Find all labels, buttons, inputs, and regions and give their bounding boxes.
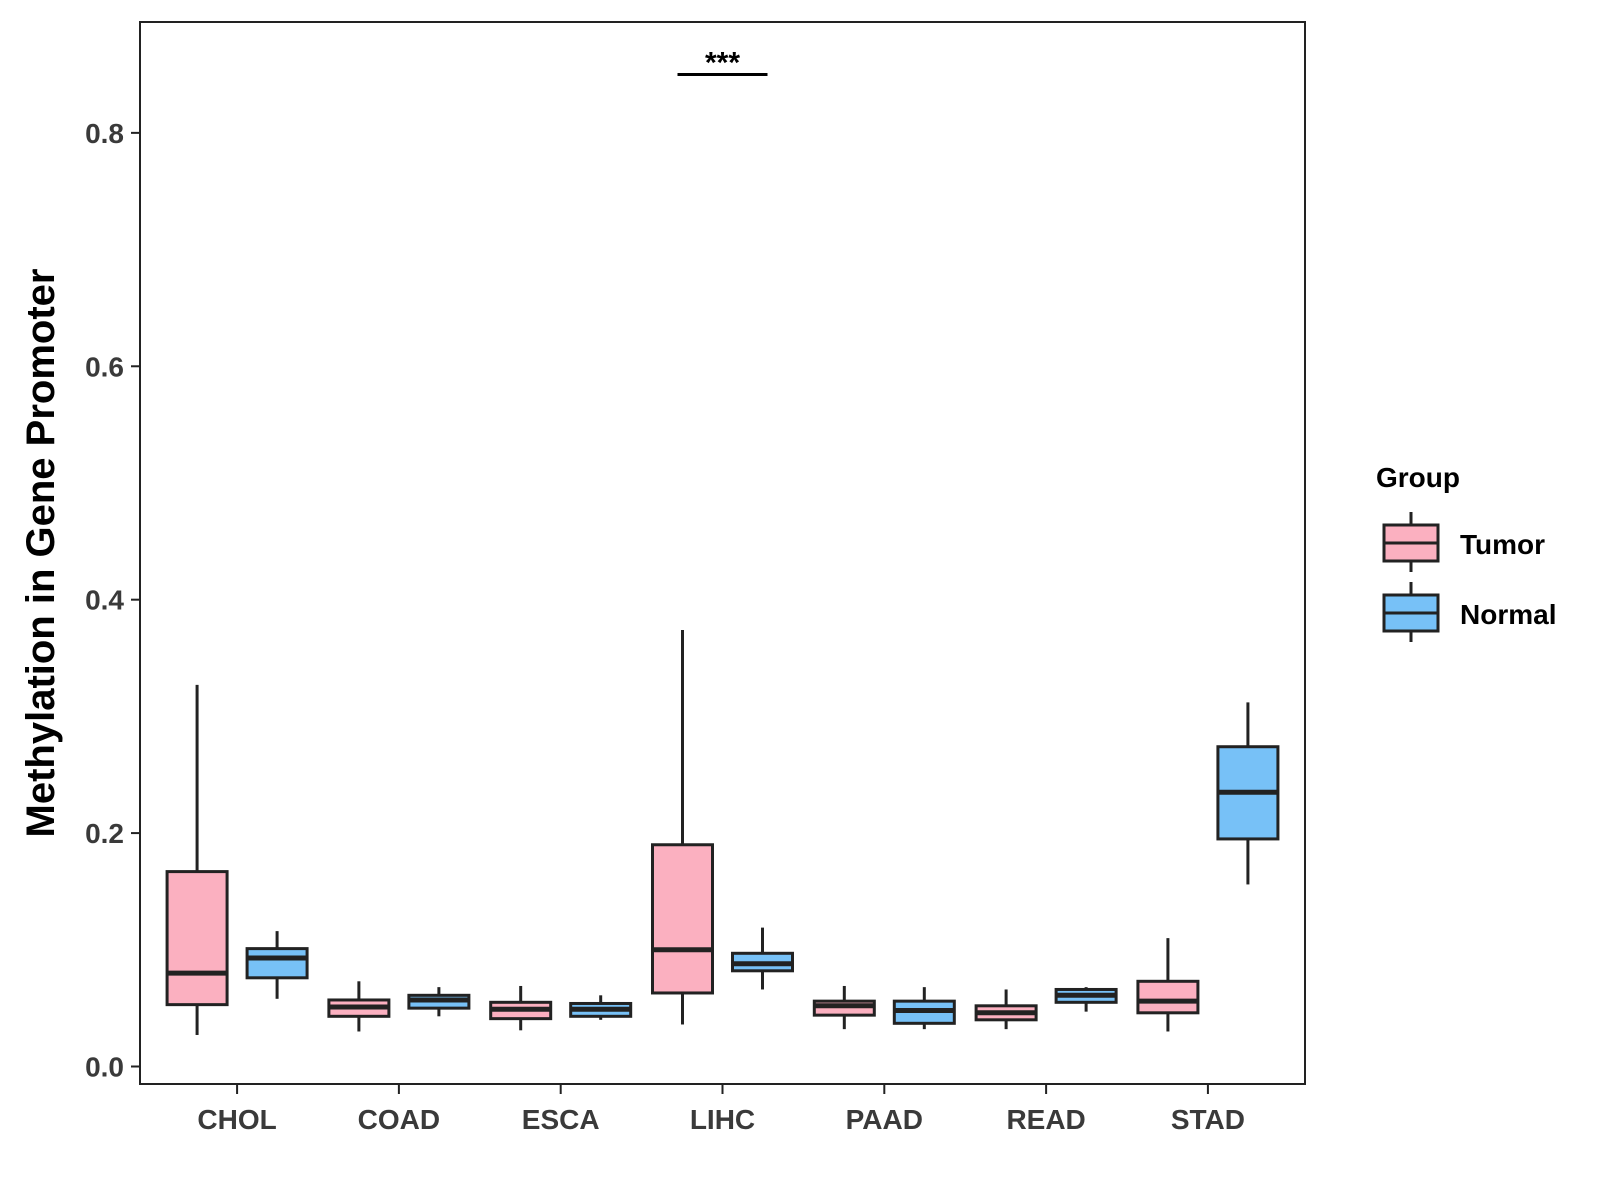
x-tick-label-stad: STAD bbox=[1171, 1104, 1245, 1135]
y-axis: 0.0 0.2 0.4 0.6 0.8 bbox=[85, 118, 140, 1082]
y-tick-label: 0.6 bbox=[85, 351, 124, 382]
box-normal-esca bbox=[569, 995, 633, 1020]
box-normal-stad bbox=[1216, 702, 1280, 885]
box-tumor-read bbox=[974, 989, 1038, 1030]
box-normal-read bbox=[1054, 987, 1118, 1012]
y-tick-label: 0.8 bbox=[85, 118, 124, 149]
y-tick-label: 0.2 bbox=[85, 818, 124, 849]
x-tick-label-lihc: LIHC bbox=[690, 1104, 755, 1135]
legend-label-tumor: Tumor bbox=[1460, 529, 1545, 560]
box-tumor-coad bbox=[327, 981, 391, 1032]
x-axis: CHOL COAD ESCA LIHC PAAD READ STAD bbox=[197, 1084, 1245, 1135]
box-tumor-esca bbox=[489, 985, 553, 1031]
box-tumor-chol bbox=[165, 684, 229, 1035]
box-normal-lihc bbox=[731, 927, 794, 990]
iqr-box bbox=[165, 870, 229, 1007]
legend-title: Group bbox=[1376, 462, 1460, 493]
y-axis-label: Methylation in Gene Promoter bbox=[19, 269, 63, 838]
box-tumor-paad bbox=[812, 985, 876, 1030]
box-normal-chol bbox=[245, 931, 309, 999]
significance-label: *** bbox=[705, 47, 740, 80]
annotations-layer: *** bbox=[677, 47, 768, 80]
box-tumor-stad bbox=[1136, 938, 1200, 1032]
box-normal-paad bbox=[892, 987, 956, 1030]
boxes-layer bbox=[165, 630, 1280, 1035]
box-tumor-lihc bbox=[651, 630, 714, 1025]
x-tick-label-chol: CHOL bbox=[197, 1104, 276, 1135]
legend: Group Tumor Normal bbox=[1376, 462, 1556, 642]
legend-key-normal bbox=[1382, 582, 1440, 642]
iqr-box bbox=[245, 947, 309, 980]
plot-background bbox=[140, 22, 1305, 1084]
x-tick-label-esca: ESCA bbox=[522, 1104, 600, 1135]
iqr-box bbox=[1136, 979, 1200, 1015]
y-tick-label: 0.0 bbox=[85, 1051, 124, 1082]
y-tick-label: 0.4 bbox=[85, 585, 124, 616]
x-tick-label-read: READ bbox=[1006, 1104, 1085, 1135]
x-tick-label-paad: PAAD bbox=[846, 1104, 923, 1135]
legend-key-tumor bbox=[1382, 512, 1440, 572]
legend-label-normal: Normal bbox=[1460, 599, 1556, 630]
box-normal-coad bbox=[407, 987, 471, 1017]
iqr-box bbox=[651, 843, 714, 995]
x-tick-label-coad: COAD bbox=[358, 1104, 440, 1135]
